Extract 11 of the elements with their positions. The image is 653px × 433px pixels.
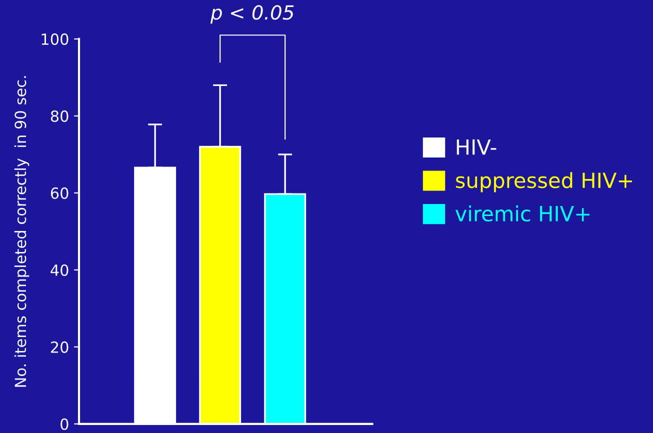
y-tick-label: 20 [50,341,68,353]
y-tick-label: 100 [42,33,68,45]
legend-label: suppressed HIV+ [456,172,632,192]
y-tick-label: 40 [50,264,68,276]
text: p < 0.05 [210,5,294,24]
legend-label: viremic HIV+ [455,205,590,222]
y-axis-title: No. items completed correctly in 90 sec. [14,76,30,387]
y-tick-label: 0 [60,418,68,430]
y-tick-label: 60 [50,187,68,199]
y-tick-label: 80 [50,110,68,122]
legend-label: HIV- [456,139,496,155]
